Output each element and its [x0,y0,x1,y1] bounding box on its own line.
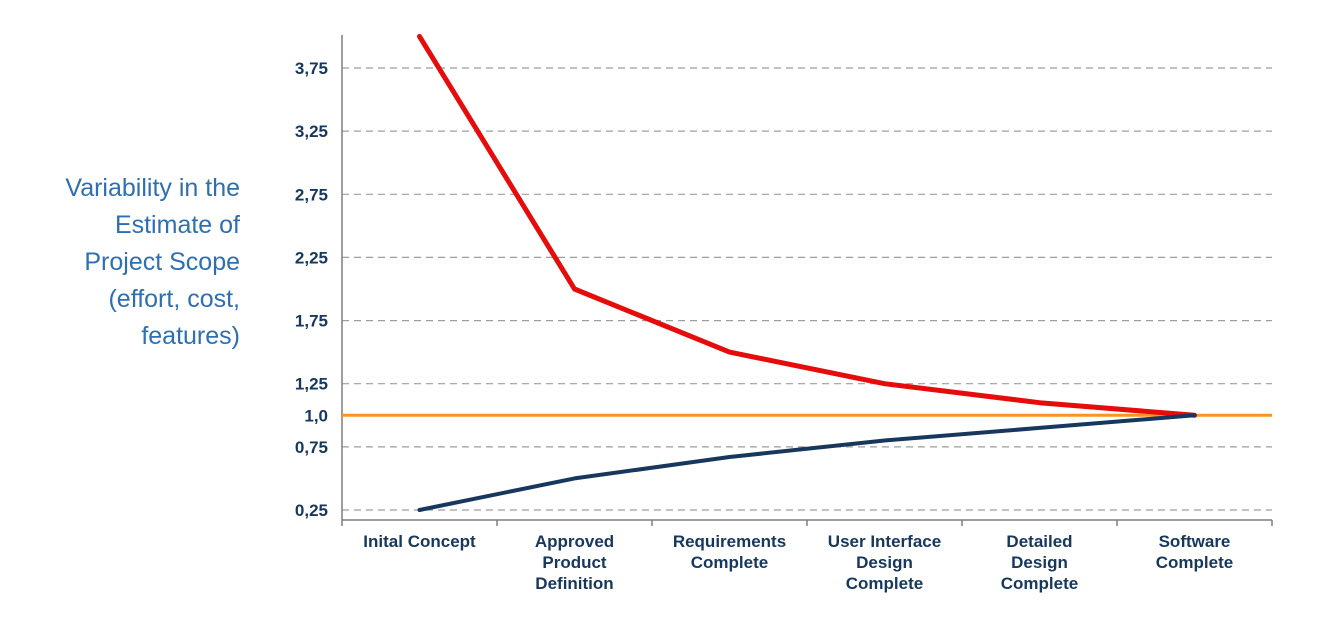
y-tick-label: 1,0 [304,406,328,425]
x-category-label: Software Complete [1156,532,1233,572]
x-category-label: Approved Product Definition [535,532,614,593]
y-axis-title: Variability in the Estimate of Project S… [65,174,240,350]
x-category-label: Requirements Complete [673,532,786,572]
y-tick-label: 1,25 [295,375,328,394]
lower-estimate-line [417,413,1197,512]
x-category-label: Detailed Design Complete [1001,532,1078,593]
y-tick-label: 2,75 [295,185,328,204]
upper-estimate-line [417,33,1197,418]
y-tick-label: 0,25 [295,501,328,520]
x-category-label: User Interface Design Complete [828,532,941,593]
y-tick-label: 3,25 [295,122,328,141]
y-tick-label: 2,25 [295,248,328,267]
y-tick-label: 1,75 [295,312,328,331]
y-tick-label: 3,75 [295,59,328,78]
y-tick-label: 0,75 [295,438,328,457]
x-category-label: Inital Concept [363,532,476,551]
